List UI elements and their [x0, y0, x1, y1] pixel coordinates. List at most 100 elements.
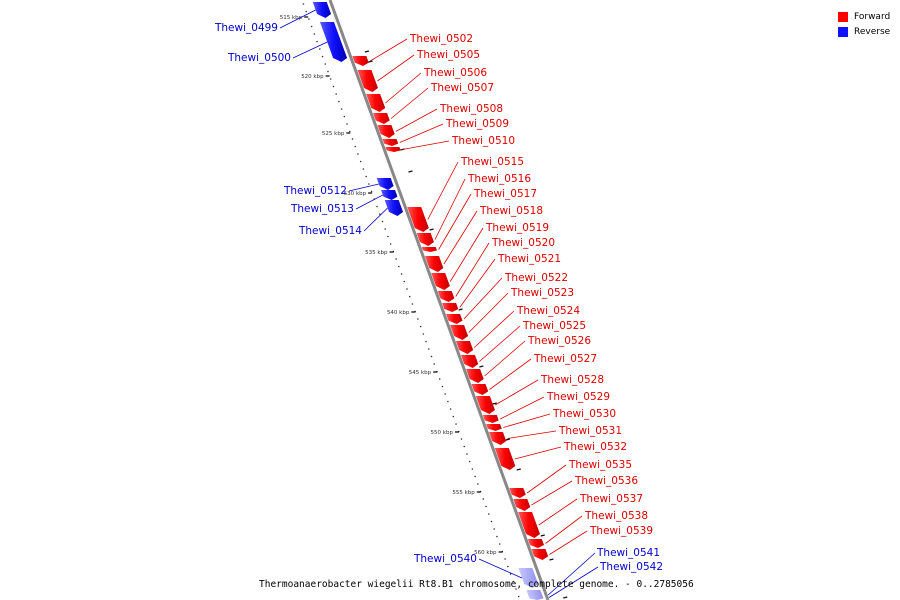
gene-thewi-0517-arrow[interactable]	[421, 247, 437, 252]
gene-leader-line	[473, 310, 515, 348]
gene-label-thewi-0515[interactable]: Thewi_0515	[460, 156, 524, 168]
gene-thewi-0519-arrow[interactable]	[431, 273, 450, 290]
gene-label-thewi-0516[interactable]: Thewi_0516	[467, 173, 531, 185]
gene-leader-line	[468, 292, 509, 333]
gene-thewi-0522-arrow[interactable]	[446, 314, 463, 324]
gene-leader-line	[395, 108, 438, 132]
gene-leader-line	[463, 277, 503, 320]
gene-leader-line	[548, 566, 599, 598]
gene-thewi-0540-arrow[interactable]	[518, 568, 539, 588]
gene-label-thewi-0537[interactable]: Thewi_0537	[579, 493, 643, 505]
gene-thewi-0531-arrow[interactable]	[488, 432, 507, 445]
gene-label-thewi-0527[interactable]: Thewi_0527	[533, 353, 597, 365]
gene-thewi-0506-arrow[interactable]	[366, 94, 386, 112]
gene-thewi-0514-arrow[interactable]	[384, 200, 404, 216]
gene-label-thewi-0528[interactable]: Thewi_0528	[540, 374, 604, 386]
gene-label-thewi-0510[interactable]: Thewi_0510	[451, 135, 515, 147]
gene-thewi-0535-arrow[interactable]	[509, 488, 526, 498]
gene-label-thewi-0529[interactable]: Thewi_0529	[546, 391, 610, 403]
gene-thewi-0505-arrow[interactable]	[357, 70, 378, 92]
genome-caption: Thermoanaerobacter wiegelii Rt8.B1 chrom…	[259, 579, 694, 590]
gene-label-thewi-0522[interactable]: Thewi_0522	[504, 272, 568, 284]
gene-label-thewi-0526[interactable]: Thewi_0526	[527, 335, 591, 347]
gene-leader-line	[503, 413, 551, 428]
gene-label-thewi-0517[interactable]: Thewi_0517	[473, 188, 537, 200]
kbp-tick-label: 535 kbp	[365, 250, 388, 256]
gene-label-thewi-0512[interactable]: Thewi_0512	[283, 185, 347, 197]
gene-leader-line	[500, 396, 545, 420]
gene-thewi-0508-arrow[interactable]	[377, 125, 395, 138]
gene-thewi-0502-arrow[interactable]	[352, 56, 369, 66]
gene-thewi-0507-arrow[interactable]	[373, 113, 390, 124]
gene-label-thewi-0538[interactable]: Thewi_0538	[584, 510, 648, 522]
gene-thewi-0520-arrow[interactable]	[437, 291, 455, 302]
gene-thewi-0523-arrow[interactable]	[450, 325, 469, 340]
gene-label-thewi-0509[interactable]: Thewi_0509	[445, 118, 509, 130]
gene-label-thewi-0520[interactable]: Thewi_0520	[491, 237, 555, 249]
gene-leader-line	[279, 9, 316, 29]
legend-reverse-label: Reverse	[854, 26, 891, 37]
gene-label-thewi-0536[interactable]: Thewi_0536	[574, 475, 638, 487]
gene-label-thewi-0506[interactable]: Thewi_0506	[423, 67, 487, 79]
gene-label-thewi-0519[interactable]: Thewi_0519	[485, 222, 549, 234]
gene-thewi-0536-arrow[interactable]	[513, 499, 531, 511]
gene-thewi-0515-arrow[interactable]	[407, 207, 429, 232]
gene-thewi-0538-arrow[interactable]	[527, 539, 545, 548]
gene-label-thewi-0525[interactable]: Thewi_0525	[522, 320, 586, 332]
gene-label-thewi-0513[interactable]: Thewi_0513	[290, 203, 354, 215]
gene-leader-line	[348, 183, 379, 192]
gene-thewi-0524-arrow[interactable]	[455, 341, 474, 354]
gene-thewi-0512-arrow[interactable]	[376, 178, 394, 190]
gene-leader-line	[385, 72, 422, 104]
gene-thewi-0537-arrow[interactable]	[518, 512, 541, 538]
gene-label-thewi-0507[interactable]: Thewi_0507	[430, 82, 494, 94]
gene-thewi-0527-arrow[interactable]	[471, 384, 489, 395]
gene-leader-line	[538, 498, 578, 526]
gene-leader-line	[434, 178, 466, 240]
gene-label-thewi-0540[interactable]: Thewi_0540	[413, 553, 477, 565]
gene-label-thewi-0535[interactable]: Thewi_0535	[568, 459, 632, 471]
gene-thewi-0516-arrow[interactable]	[416, 233, 434, 246]
gene-label-thewi-0505[interactable]: Thewi_0505	[416, 49, 480, 61]
gene-leader-line	[438, 193, 472, 250]
gene-thewi-0530-arrow[interactable]	[486, 424, 502, 431]
gene-label-thewi-0524[interactable]: Thewi_0524	[516, 305, 580, 317]
kbp-tick-label: 540 kbp	[387, 310, 410, 316]
gene-leader-line	[494, 379, 539, 406]
gene-thewi-0526-arrow[interactable]	[466, 369, 484, 383]
gene-leader-line	[549, 530, 588, 555]
kbp-tick-label: 515 kbp	[280, 15, 303, 21]
gene-label-thewi-0531[interactable]: Thewi_0531	[558, 425, 622, 437]
gene-label-thewi-0508[interactable]: Thewi_0508	[439, 103, 503, 115]
gene-thewi-0532-arrow[interactable]	[494, 448, 516, 470]
gene-label-thewi-0500[interactable]: Thewi_0500	[227, 52, 291, 64]
gene-thewi-0500-arrow[interactable]	[319, 22, 348, 62]
gene-label-thewi-0514[interactable]: Thewi_0514	[298, 225, 362, 237]
gene-label-thewi-0532[interactable]: Thewi_0532	[563, 441, 627, 453]
gene-thewi-0513-arrow[interactable]	[381, 190, 398, 200]
kbp-tick-label: 550 kbp	[431, 430, 454, 436]
gene-label-thewi-0530[interactable]: Thewi_0530	[552, 408, 616, 420]
gene-label-thewi-0499[interactable]: Thewi_0499	[214, 22, 278, 34]
gene-label-thewi-0542[interactable]: Thewi_0542	[599, 561, 663, 573]
gene-thewi-0499-arrow[interactable]	[312, 2, 332, 18]
gene-leader-line	[355, 194, 384, 210]
gene-label-thewi-0523[interactable]: Thewi_0523	[510, 287, 574, 299]
gene-thewi-0542-arrow[interactable]	[528, 595, 544, 600]
gene-thewi-0510-arrow[interactable]	[385, 147, 401, 152]
gene-thewi-0509-arrow[interactable]	[382, 139, 399, 146]
kbp-tick-label: 545 kbp	[409, 370, 432, 376]
gene-thewi-0521-arrow[interactable]	[442, 303, 459, 312]
gene-label-thewi-0539[interactable]: Thewi_0539	[589, 525, 653, 537]
gene-label-thewi-0541[interactable]: Thewi_0541	[596, 547, 660, 559]
gene-thewi-0529-arrow[interactable]	[482, 415, 499, 423]
gene-thewi-0525-arrow[interactable]	[460, 355, 479, 368]
gene-label-thewi-0502[interactable]: Thewi_0502	[409, 33, 473, 45]
gene-thewi-0518-arrow[interactable]	[425, 256, 444, 272]
gene-thewi-0539-arrow[interactable]	[531, 549, 549, 560]
gene-leader-line	[377, 54, 415, 82]
gene-label-thewi-0518[interactable]: Thewi_0518	[479, 205, 543, 217]
gene-label-thewi-0521[interactable]: Thewi_0521	[497, 253, 561, 265]
gene-thewi-0528-arrow[interactable]	[475, 396, 495, 414]
